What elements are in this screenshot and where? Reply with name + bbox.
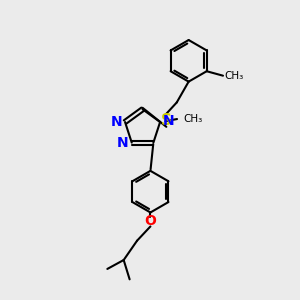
Text: N: N (163, 113, 175, 128)
Text: O: O (145, 214, 156, 228)
Text: N: N (110, 115, 122, 129)
Text: CH₃: CH₃ (224, 71, 244, 81)
Text: N: N (117, 136, 129, 150)
Text: S: S (161, 113, 172, 128)
Text: CH₃: CH₃ (183, 114, 202, 124)
